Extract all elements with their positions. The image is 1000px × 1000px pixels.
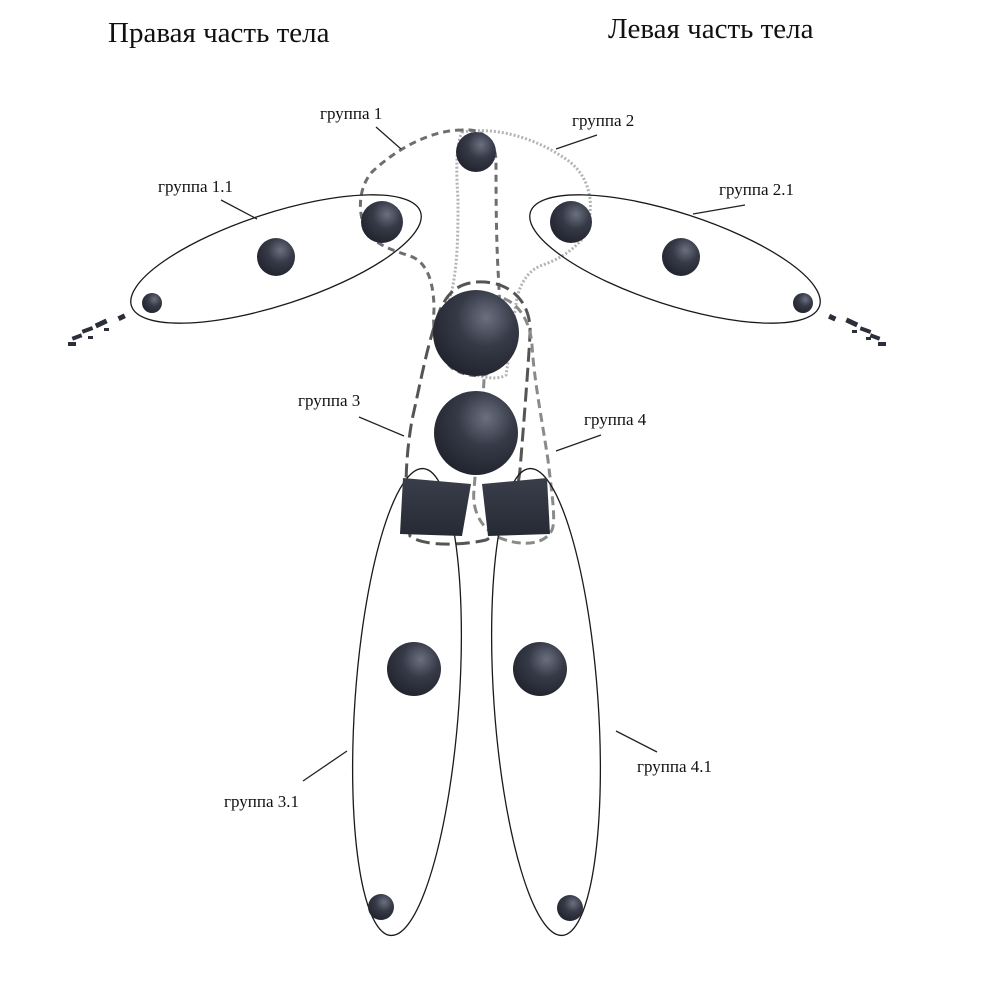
group-4-outline [472, 294, 556, 545]
group-4-1-ellipse [490, 467, 602, 937]
abdomen-marker [434, 391, 518, 475]
left-knee-marker [513, 642, 567, 696]
group-2-label: группа 2 [572, 111, 634, 130]
group-3-1-label: группа 3.1 [224, 792, 299, 811]
right-shoulder-marker [361, 201, 403, 243]
group-2-1-label: группа 2.1 [719, 180, 794, 199]
group-4-label: группа 4 [584, 410, 647, 429]
left-fingers [828, 313, 886, 346]
right-ankle-marker [368, 894, 394, 920]
left-hip-block [482, 478, 550, 536]
group-3-outline [404, 280, 532, 546]
left-ankle-marker [557, 895, 583, 921]
head-marker [456, 132, 496, 172]
group-3-1-leader [302, 750, 348, 782]
group-2-1-ellipse [529, 194, 821, 324]
group-1-leader [375, 126, 402, 150]
heading-left-side: Левая часть тела [608, 13, 814, 45]
group-2-1-leader [692, 204, 746, 215]
heading-right-side: Правая часть тела [108, 17, 330, 49]
group-1-1-ellipse [130, 194, 422, 324]
group-4-1-leader [615, 730, 658, 753]
left-elbow-marker [662, 238, 700, 276]
group-1-1-label: группа 1.1 [158, 177, 233, 196]
group-1-1-leader [220, 199, 258, 220]
left-shoulder-marker [550, 201, 592, 243]
group-3-label: группа 3 [298, 391, 360, 410]
group-4-leader [555, 434, 602, 452]
group-3-1-ellipse [351, 467, 463, 937]
group-2-leader [555, 134, 598, 150]
right-fingers [68, 313, 126, 346]
left-wrist-marker [793, 293, 813, 313]
group-3-leader [358, 416, 405, 437]
right-hip-block [400, 478, 471, 536]
right-knee-marker [387, 642, 441, 696]
right-wrist-marker [142, 293, 162, 313]
group-4-1-label: группа 4.1 [637, 757, 712, 776]
chest-marker [433, 290, 519, 376]
group-1-label: группа 1 [320, 104, 382, 123]
right-elbow-marker [257, 238, 295, 276]
